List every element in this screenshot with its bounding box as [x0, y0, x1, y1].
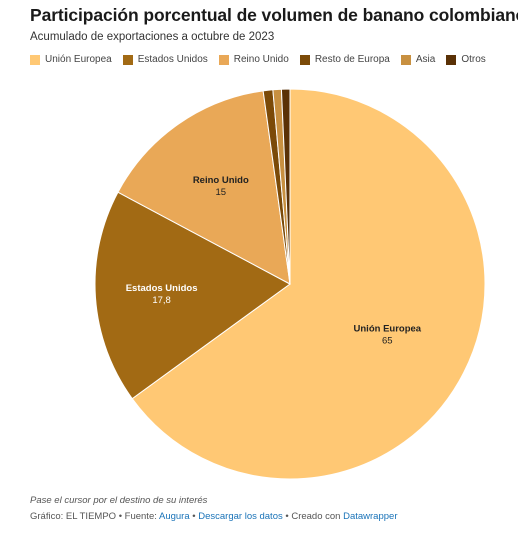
legend-label: Unión Europea [45, 54, 112, 65]
legend-item-union-europea[interactable]: Unión Europea [30, 54, 112, 65]
slice-value-estados-unidos: 17,8 [152, 295, 171, 306]
legend-item-otros[interactable]: Otros [446, 54, 486, 65]
chart-legend: Unión Europea Estados Unidos Reino Unido Re… [30, 54, 497, 65]
slice-label-reino-unido: Reino Unido [193, 175, 249, 186]
credits-prefix: Gráfico: EL TIEMPO • Fuente: [30, 511, 159, 522]
legend-swatch [218, 54, 229, 65]
pie-slice-otros[interactable] [280, 88, 291, 285]
slice-label-estados-unidos: Estados Unidos [126, 283, 198, 294]
pie-slice-union-europea[interactable] [131, 88, 486, 480]
legend-item-estados-unidos[interactable]: Estados Unidos [122, 54, 208, 65]
legend-label: Asia [415, 54, 436, 65]
legend-item-resto-de-europa[interactable]: Resto de Europa [299, 54, 390, 65]
credits-separator: • [189, 511, 199, 522]
slice-label-union-europea: Unión Europea [354, 324, 422, 335]
source-link[interactable]: Augura [159, 511, 190, 522]
legend-swatch [446, 54, 457, 65]
legend-item-reino-unido[interactable]: Reino Unido [218, 54, 289, 65]
datawrapper-link[interactable]: Datawrapper [343, 511, 398, 522]
legend-label: Otros [461, 54, 486, 65]
legend-swatch [299, 54, 310, 65]
legend-item-asia[interactable]: Asia [400, 54, 436, 65]
slice-value-reino-unido: 15 [216, 187, 227, 198]
legend-swatch [122, 54, 133, 65]
download-data-link[interactable]: Descargar los datos [198, 511, 283, 522]
legend-swatch [400, 54, 411, 65]
legend-label: Resto de Europa [314, 54, 390, 65]
legend-swatch [30, 54, 40, 65]
pie-slice-estados-unidos[interactable] [94, 191, 291, 400]
credits-line: Gráfico: EL TIEMPO • Fuente: Augura • De… [30, 511, 397, 522]
chart-title: Participación porcentual de volumen de b… [30, 5, 518, 25]
credits-created-with: • Creado con [282, 511, 344, 522]
legend-label: Reino Unido [233, 54, 289, 65]
hover-note: Pase el cursor por el destino de su inte… [30, 495, 208, 506]
chart-subtitle: Acumulado de exportaciones a octubre de … [30, 31, 275, 43]
slice-value-union-europea: 65 [382, 336, 393, 347]
pie-slice-reino-unido[interactable] [117, 90, 291, 285]
legend-label: Estados Unidos [137, 54, 208, 65]
